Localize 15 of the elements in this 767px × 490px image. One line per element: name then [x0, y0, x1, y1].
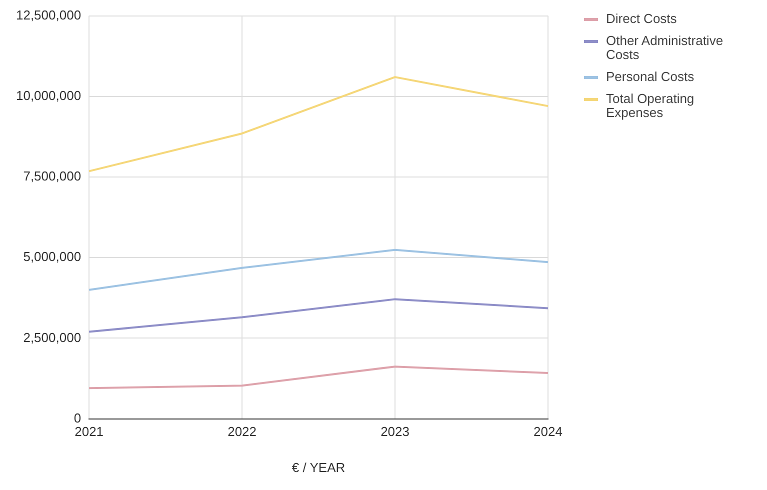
y-tick-label: 2,500,000	[23, 330, 82, 345]
x-tick-label: 2022	[228, 424, 257, 440]
y-tick-label: 12,500,000	[16, 7, 82, 22]
legend-label: Direct Costs	[606, 11, 677, 26]
legend-label: Total Operating Expenses	[606, 91, 696, 120]
x-tick-label: 2023	[380, 424, 410, 440]
x-tick-label: 2021	[74, 424, 104, 440]
y-tick-label: 5,000,000	[23, 249, 82, 264]
x-axis-title: € / YEAR	[292, 460, 346, 475]
y-tick-label: 10,000,000	[16, 88, 82, 103]
legend-label: Other Administrative Costs	[606, 33, 724, 62]
y-tick-label: 0	[74, 410, 82, 426]
legend-label: Personal Costs	[606, 69, 694, 84]
x-tick-label: 2024	[534, 424, 562, 440]
y-tick-label: 7,500,000	[23, 168, 82, 184]
